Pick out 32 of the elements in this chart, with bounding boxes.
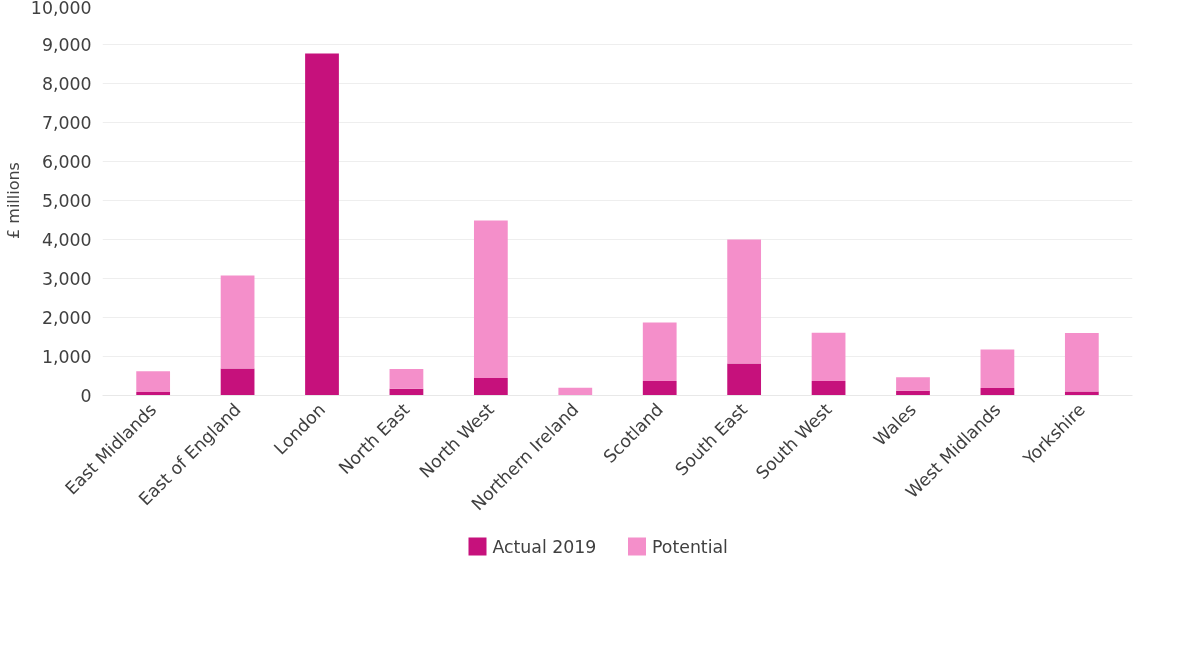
bar [389,368,424,389]
bar [642,381,677,396]
bar [980,388,1015,396]
y-tick-label: 4,000 [41,230,92,250]
legend-label: Potential [652,536,728,557]
bar [642,322,677,382]
y-tick-label: 6,000 [41,152,92,172]
y-tick-label: 10,000 [30,0,92,18]
y-tick-label: 5,000 [41,191,92,211]
bar [811,332,846,382]
y-tick-label: 1,000 [41,347,92,367]
bar [558,387,593,396]
y-tick-label: 7,000 [41,113,92,133]
bar [136,371,171,392]
y-axis-title: £ millions [3,162,23,239]
bar [980,349,1015,389]
bar [473,377,508,396]
bar [220,368,255,396]
bar [305,53,339,396]
y-tick-label: 3,000 [41,269,92,289]
y-tick-label: 2,000 [41,308,92,328]
y-tick-label: 0 [80,386,92,406]
bar [473,220,508,378]
bar [896,377,930,391]
legend-label: Actual 2019 [492,536,597,557]
bar [220,275,255,369]
y-tick-label: 8,000 [41,74,92,94]
bar [727,239,762,364]
bar [1064,333,1099,392]
bar [811,381,846,396]
y-tick-label: 9,000 [41,35,92,55]
bar [727,363,762,396]
